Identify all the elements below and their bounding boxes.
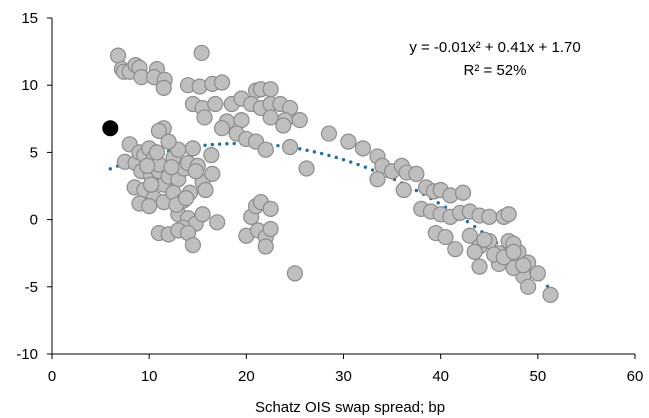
trendline-dot bbox=[363, 165, 368, 169]
data-point bbox=[193, 44, 210, 62]
data-point bbox=[187, 163, 204, 180]
trendline-dot bbox=[312, 150, 317, 154]
data-point bbox=[233, 112, 250, 129]
data-point bbox=[286, 265, 304, 282]
trendline-dot bbox=[210, 142, 215, 147]
data-point bbox=[204, 165, 221, 183]
data-point bbox=[542, 286, 559, 303]
trendline-dot bbox=[334, 155, 338, 160]
data-point bbox=[139, 157, 156, 174]
trendline-dot bbox=[349, 160, 353, 164]
data-point bbox=[257, 141, 274, 158]
data-point bbox=[476, 231, 493, 248]
data-point bbox=[466, 243, 483, 260]
data-point bbox=[150, 122, 167, 139]
data-point bbox=[209, 214, 226, 231]
trendline-dot bbox=[341, 157, 346, 162]
data-point bbox=[184, 140, 201, 157]
y-tick-label: -10 bbox=[16, 346, 38, 363]
data-point bbox=[408, 165, 425, 183]
axes bbox=[47, 17, 636, 359]
data-point bbox=[447, 241, 464, 258]
tick-labels: -10 -5 0 5 10 15 0 10 20 30 40 50 60 bbox=[16, 10, 643, 385]
data-point bbox=[520, 278, 537, 295]
data-point bbox=[160, 133, 177, 150]
trendline-dot bbox=[225, 142, 229, 146]
data-point bbox=[197, 181, 214, 199]
data-point bbox=[471, 258, 488, 275]
data-point bbox=[141, 198, 158, 215]
trendline-dot bbox=[370, 168, 375, 172]
data-point bbox=[262, 200, 279, 217]
data-point bbox=[275, 117, 292, 134]
data-point bbox=[369, 171, 386, 188]
data-point bbox=[155, 79, 172, 96]
data-point bbox=[281, 138, 299, 156]
data-point bbox=[184, 237, 201, 254]
x-tick-label: 30 bbox=[335, 368, 352, 385]
trendline-dot bbox=[465, 219, 470, 224]
data-point bbox=[529, 265, 546, 282]
trendline-dot bbox=[203, 143, 207, 148]
data-point bbox=[177, 189, 195, 207]
data-point bbox=[257, 238, 274, 255]
trendline-dot bbox=[414, 188, 419, 193]
data-point bbox=[262, 81, 279, 98]
data-point bbox=[481, 208, 498, 226]
y-tick-label: 5 bbox=[30, 144, 38, 161]
x-tick-label: 10 bbox=[141, 368, 158, 385]
data-point bbox=[454, 184, 472, 201]
data-point bbox=[291, 112, 308, 129]
trendline-dot bbox=[356, 162, 360, 167]
data-point bbox=[196, 109, 213, 126]
trendline-dot bbox=[327, 153, 331, 158]
y-tick-label: -5 bbox=[25, 279, 38, 296]
data-point bbox=[194, 206, 211, 223]
x-tick-label: 40 bbox=[432, 368, 449, 385]
trendline-dot bbox=[217, 142, 222, 146]
x-tick-label: 20 bbox=[238, 368, 255, 385]
data-point bbox=[163, 159, 180, 176]
data-point bbox=[203, 146, 220, 164]
data-point bbox=[298, 160, 315, 177]
trendline-dot bbox=[232, 141, 236, 146]
trendline-dot bbox=[436, 201, 440, 205]
trendline-dot bbox=[305, 148, 309, 152]
data-point bbox=[515, 257, 532, 274]
r-squared-label: R² = 52% bbox=[464, 62, 527, 79]
data-point bbox=[354, 140, 372, 157]
data-point bbox=[148, 144, 166, 161]
y-tick-label: 0 bbox=[30, 212, 38, 229]
data-point bbox=[213, 120, 231, 137]
trendline-dot bbox=[276, 143, 280, 148]
trendline-dot bbox=[298, 147, 302, 151]
data-point bbox=[109, 47, 127, 64]
y-tick-label: 15 bbox=[21, 10, 38, 27]
trendline-dot bbox=[108, 167, 113, 171]
data-point bbox=[461, 227, 478, 244]
x-axis-title: Schatz OIS swap spread; bp bbox=[255, 399, 445, 416]
data-point bbox=[500, 206, 517, 223]
trendline-dot bbox=[319, 151, 324, 156]
data-point bbox=[262, 220, 279, 238]
x-tick-label: 60 bbox=[627, 368, 644, 385]
x-tick-label: 50 bbox=[529, 368, 546, 385]
y-tick-label: 10 bbox=[21, 77, 38, 94]
data-point bbox=[143, 176, 160, 193]
trendline-dot bbox=[472, 224, 477, 229]
data-point bbox=[395, 181, 412, 199]
data-point bbox=[505, 243, 522, 260]
x-tick-label: 0 bbox=[48, 368, 56, 385]
data-point bbox=[213, 74, 231, 91]
trendline-equation: y = -0.01x² + 0.41x + 1.70 bbox=[409, 39, 580, 56]
data-point bbox=[340, 133, 357, 150]
data-point bbox=[437, 228, 454, 246]
highlighted-point bbox=[102, 120, 119, 137]
data-point bbox=[320, 125, 338, 142]
data-point bbox=[207, 95, 224, 113]
data-points bbox=[102, 44, 559, 303]
